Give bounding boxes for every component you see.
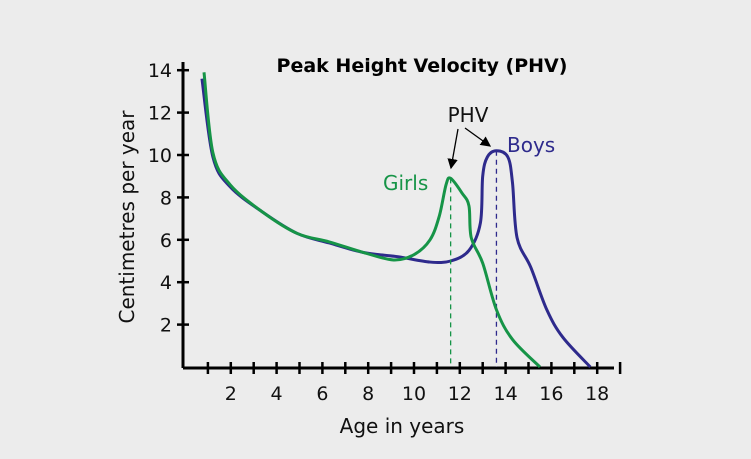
y-axis-label: Centimetres per year xyxy=(115,110,139,324)
chart-title: Peak Height Velocity (PHV) xyxy=(277,55,568,77)
x-tick-label: 14 xyxy=(494,383,518,405)
girls-legend-label: Girls xyxy=(383,171,428,195)
girls-series-line xyxy=(202,72,542,369)
x-tick-label: 6 xyxy=(316,383,328,405)
x-tick-label: 18 xyxy=(585,383,609,405)
x-tick-label: 10 xyxy=(402,383,426,405)
x-tick-label: 12 xyxy=(448,383,472,405)
y-tick-label: 4 xyxy=(160,272,172,294)
x-tick-label: 4 xyxy=(271,383,283,405)
phv-arrow-girls xyxy=(447,128,459,170)
phv-arrow-boys xyxy=(464,127,492,147)
boys-series-line xyxy=(200,78,592,369)
y-tick-label: 8 xyxy=(160,187,172,209)
y-tick-label: 10 xyxy=(148,145,172,167)
y-tick-label: 12 xyxy=(148,103,172,125)
x-axis-label: Age in years xyxy=(340,414,465,438)
y-tick-label: 6 xyxy=(160,230,172,252)
x-tick-label: 2 xyxy=(225,383,237,405)
x-tick-label: 8 xyxy=(362,383,374,405)
y-tick-label: 2 xyxy=(160,315,172,337)
boys-legend-label: Boys xyxy=(507,133,555,157)
phv-annotation: PHV xyxy=(448,103,489,127)
x-tick-label: 16 xyxy=(539,383,563,405)
y-tick-label: 14 xyxy=(148,60,172,82)
